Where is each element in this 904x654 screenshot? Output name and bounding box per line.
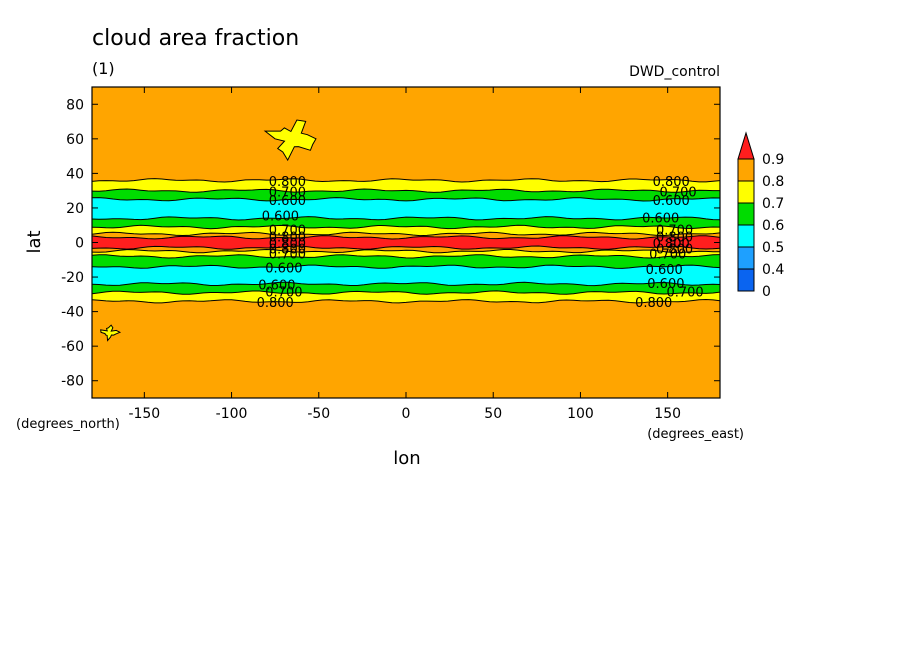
x-tick-label: -150 bbox=[128, 406, 160, 422]
x-tick-label: 150 bbox=[654, 406, 681, 422]
contour-label: 0.700 bbox=[269, 248, 306, 263]
y-tick-label: -80 bbox=[61, 374, 84, 390]
x-tick-label: 0 bbox=[402, 406, 411, 422]
contour-label: 0.600 bbox=[646, 263, 683, 278]
contour-line-13 bbox=[91, 298, 721, 304]
contour-label: 0.600 bbox=[258, 279, 295, 294]
y-tick-label: 20 bbox=[66, 201, 84, 217]
y-tick-label: 60 bbox=[66, 132, 84, 148]
zonal-bands bbox=[92, 87, 720, 398]
cloud-patches bbox=[100, 119, 317, 342]
contour-label: 0.800 bbox=[269, 230, 306, 245]
colorbar-swatch bbox=[737, 131, 755, 160]
y-tick-label: 80 bbox=[66, 97, 84, 113]
colorbar-label: 0.4 bbox=[762, 262, 784, 278]
band-0 bbox=[92, 87, 720, 182]
y-axis-ticks: -80 -60 -40 -20 0 20 40 60 80 bbox=[61, 97, 720, 390]
contour-label: 0.800 bbox=[653, 175, 690, 190]
y-tick-label: -40 bbox=[61, 305, 84, 321]
band-2 bbox=[92, 189, 720, 201]
band-7 bbox=[92, 235, 720, 250]
band-11 bbox=[92, 265, 720, 286]
contour-line-3 bbox=[91, 216, 721, 221]
contour-label: 0.700 bbox=[659, 185, 696, 200]
contour-label: 0.600 bbox=[642, 211, 679, 226]
contour-line-5 bbox=[91, 231, 721, 237]
colorbar-swatch bbox=[737, 202, 755, 226]
contour-label: 0.600 bbox=[647, 277, 684, 292]
y-axis-label: lat bbox=[24, 230, 45, 253]
colorbar-label: 0.7 bbox=[762, 196, 784, 212]
y-tick-label: -60 bbox=[61, 339, 84, 355]
y-tick-label: -20 bbox=[61, 270, 84, 286]
colorbar-swatch bbox=[737, 180, 755, 204]
x-tick-label: 100 bbox=[567, 406, 594, 422]
colorbar-label: 0.6 bbox=[762, 218, 784, 234]
contour-line-6 bbox=[91, 235, 721, 240]
y-tick-label: 40 bbox=[66, 166, 84, 182]
contour-label: 0.700 bbox=[666, 286, 703, 301]
x-tick-label: 50 bbox=[484, 406, 502, 422]
colorbar-swatch bbox=[737, 158, 755, 182]
contour-label: 0.800 bbox=[653, 237, 690, 252]
band-1 bbox=[92, 178, 720, 193]
contour-label: 0.600 bbox=[265, 261, 302, 276]
colorbar-swatch bbox=[737, 246, 755, 270]
band-3 bbox=[92, 197, 720, 220]
contour-label: 0.700 bbox=[269, 185, 306, 200]
contour-labels: 0.8000.7000.6000.6000.7000.8000.8000.800… bbox=[257, 175, 704, 311]
x-axis-ticks: -150 -100 -50 0 50 100 150 bbox=[128, 87, 681, 422]
contour-label: 0.600 bbox=[653, 194, 690, 209]
contour-label: 0.600 bbox=[262, 210, 299, 225]
contour-label: 0.700 bbox=[269, 223, 306, 238]
contour-line-11 bbox=[91, 281, 721, 287]
contour-line-12 bbox=[91, 290, 721, 295]
colorbar-label: 0.8 bbox=[762, 174, 784, 190]
contour-label: 0.800 bbox=[269, 242, 306, 257]
contour-line-4 bbox=[91, 224, 721, 230]
colorbar-label: 0.5 bbox=[762, 240, 784, 256]
y-axis-units: (degrees_north) bbox=[16, 417, 120, 432]
cloud-patch-1 bbox=[100, 324, 122, 342]
x-tick-label: -100 bbox=[216, 406, 248, 422]
y-tick-label: 0 bbox=[75, 236, 84, 252]
chart-title: cloud area fraction bbox=[92, 26, 299, 51]
colorbar-label: 0.9 bbox=[762, 152, 784, 168]
colorbar-label: 0 bbox=[762, 284, 771, 300]
contour-label: 0.800 bbox=[269, 237, 306, 252]
contour-lines bbox=[91, 178, 721, 304]
x-axis-label: lon bbox=[393, 448, 420, 469]
dataset-label: DWD_control bbox=[629, 64, 720, 80]
band-9 bbox=[92, 249, 720, 258]
contour-line-9 bbox=[91, 254, 721, 259]
band-10 bbox=[92, 254, 720, 269]
contour-label: 0.800 bbox=[269, 175, 306, 190]
contour-line-2 bbox=[91, 197, 721, 202]
contour-line-1 bbox=[91, 188, 720, 193]
chart-subtitle: (1) bbox=[92, 59, 115, 78]
contour-label: 0.600 bbox=[269, 194, 306, 209]
band-8 bbox=[92, 246, 720, 253]
cloud-patch-0 bbox=[263, 119, 317, 162]
colorbar-swatch bbox=[737, 268, 755, 292]
contour-label: 0.700 bbox=[656, 223, 693, 238]
band-6 bbox=[92, 232, 720, 239]
band-14 bbox=[92, 299, 720, 398]
contour-label: 0.700 bbox=[649, 248, 686, 263]
colorbar-swatch bbox=[737, 224, 755, 248]
contour-line-10 bbox=[91, 264, 721, 269]
x-axis-units: (degrees_east) bbox=[647, 427, 744, 442]
colorbar: 0 0.4 0.5 0.6 0.7 0.8 0.9 bbox=[737, 131, 784, 300]
contour-label: 0.800 bbox=[656, 242, 693, 257]
contour-line-7 bbox=[91, 245, 721, 250]
contour-label: 0.800 bbox=[257, 296, 294, 311]
contour-line-8 bbox=[91, 248, 720, 254]
contour-label: 0.800 bbox=[656, 230, 693, 245]
contour-label: 0.800 bbox=[635, 296, 672, 311]
band-5 bbox=[92, 225, 720, 236]
contour-line-0 bbox=[91, 178, 721, 183]
contour-label: 0.700 bbox=[265, 286, 302, 301]
x-tick-label: -50 bbox=[307, 406, 330, 422]
